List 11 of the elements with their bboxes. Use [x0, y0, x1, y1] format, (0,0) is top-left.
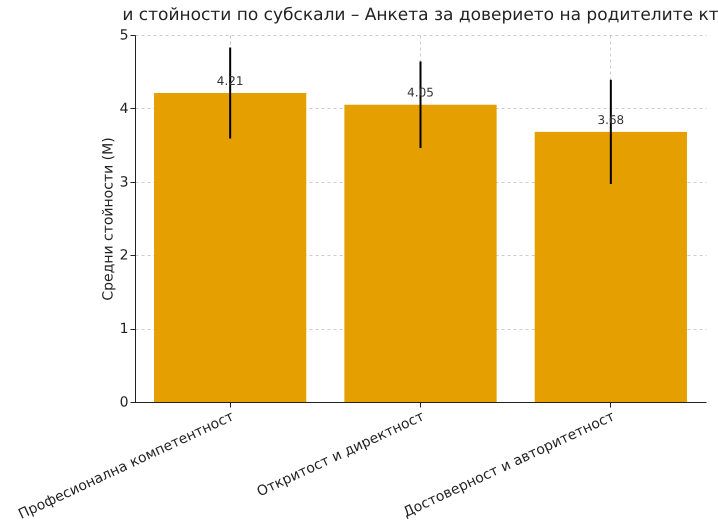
y-tick-label: 4 — [120, 100, 129, 117]
y-tick-label: 5 — [120, 28, 128, 44]
chart-title: и стойности по субскали – Анкета за доверието на родителите кт — [122, 5, 718, 25]
y-tick-label: 3 — [120, 174, 128, 190]
y-axis-title: Средни стойности (M) — [100, 137, 117, 301]
y-tick-label: 0 — [120, 394, 128, 410]
y-tick-label: 1 — [120, 321, 128, 338]
bar — [344, 104, 497, 402]
bar — [154, 92, 306, 402]
y-tick-label: 2 — [120, 248, 128, 264]
bar — [534, 132, 687, 402]
